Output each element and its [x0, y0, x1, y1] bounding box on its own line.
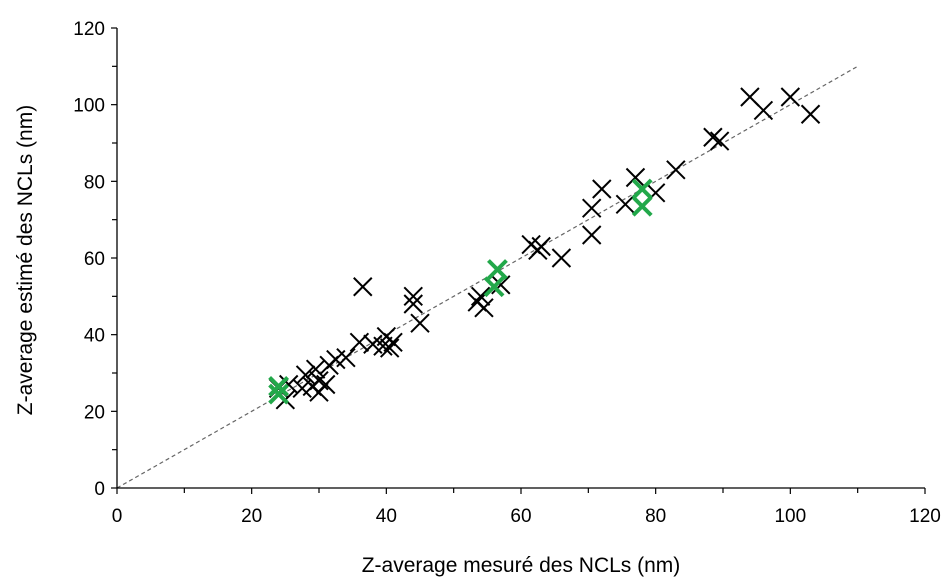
data-point: [780, 87, 801, 107]
y-tick-label: 20: [84, 402, 105, 423]
data-point: [666, 160, 686, 180]
data-point: [309, 370, 329, 391]
data-point: [295, 365, 316, 385]
data-point: [403, 286, 423, 307]
x-tick-label: 0: [112, 506, 123, 527]
data-point: [800, 104, 821, 124]
x-tick-label: 40: [376, 506, 397, 527]
x-axis-title: Z-average mesuré des NCLs (nm): [362, 554, 681, 577]
data-point: [410, 313, 430, 333]
data-point: [551, 248, 572, 268]
ticks-layer: 0 20 40 60 80 100 120 0 20 40 60 80 100 120: [73, 19, 941, 527]
data-point: [581, 225, 602, 245]
x-tick-label: 20: [241, 506, 262, 527]
data-point: [531, 236, 551, 257]
reference-line-layer: [116, 65, 858, 489]
x-tick-label: 80: [645, 506, 666, 527]
data-point: [383, 332, 403, 353]
data-point: [753, 100, 774, 121]
data-point: [353, 277, 373, 297]
data-point: [305, 359, 326, 379]
y-axis-title: Z-average estimé des NCLs (nm): [14, 105, 37, 415]
data-point: [316, 374, 336, 395]
data-point: [403, 294, 423, 314]
x-tick-label: 100: [774, 506, 806, 527]
data-point: [709, 131, 730, 151]
green-data-point: [268, 376, 290, 397]
data-point: [491, 275, 511, 295]
green-data-point: [631, 178, 653, 200]
data-point: [379, 338, 400, 358]
data-point: [625, 167, 646, 188]
y-tick-label: 60: [84, 249, 105, 270]
data-point: [336, 347, 356, 368]
data-point: [474, 298, 494, 318]
data-point: [470, 286, 491, 307]
data-point: [703, 127, 723, 147]
green-data-point: [631, 195, 653, 217]
y-tick-label: 80: [84, 172, 105, 193]
green-data-point: [487, 259, 508, 280]
data-point: [615, 194, 636, 215]
data-point: [592, 179, 612, 199]
y-tick-label: 0: [94, 479, 105, 500]
x-tick-label: 60: [510, 506, 531, 527]
green-data-point: [268, 383, 290, 405]
reference-line: [116, 65, 858, 489]
y-tick-label: 100: [73, 96, 105, 117]
y-tick-label: 120: [73, 19, 105, 40]
x-tick-label: 120: [909, 506, 941, 527]
data-point: [581, 198, 602, 218]
green-data-point: [483, 276, 505, 298]
points-layer: [268, 87, 821, 410]
y-tick-label: 40: [84, 326, 105, 347]
